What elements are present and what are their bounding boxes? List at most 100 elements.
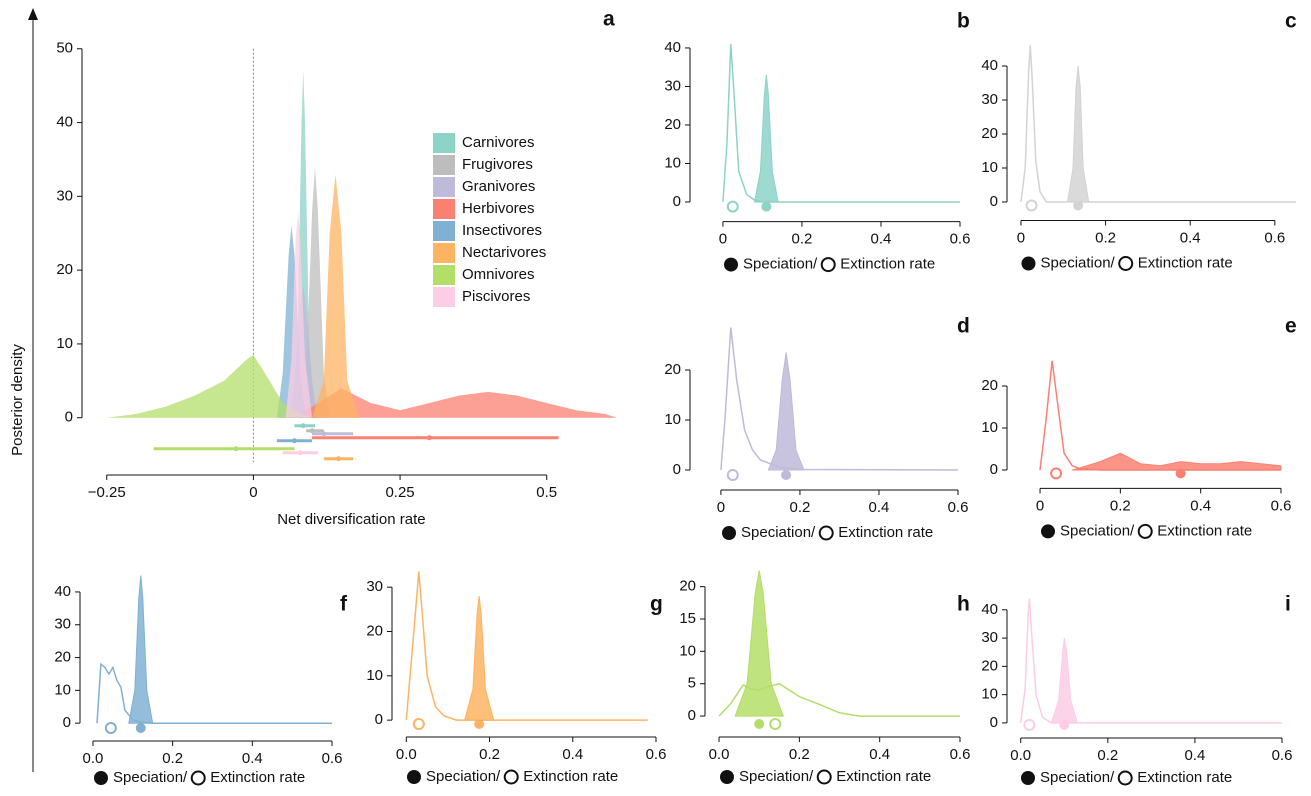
extinction-line [1039,360,1281,471]
x-axis-label: Extinction rate [1138,254,1233,271]
speciation-area [753,74,779,203]
speciation-area [734,570,785,717]
y-tick-label: 0 [673,461,681,478]
x-axis-label: Extinction rate [840,256,935,273]
y-tick-label: 10 [366,667,383,684]
legend-label: Omnivores [462,266,535,283]
legend-open [820,257,836,273]
y-tick-label: 10 [981,419,998,436]
y-tick-label: 0 [990,714,998,731]
x-tick-label: 0.5 [536,484,557,501]
legend-filled [722,526,736,540]
speciation-area [1066,65,1090,203]
y-tick-label: 0 [63,714,71,731]
y-tick-label: 20 [664,361,681,378]
x-axis-label: Speciation/ [1040,769,1115,786]
speciation-mean [1059,720,1070,730]
panel-letter: e [1285,315,1297,338]
x-tick-label: 0 [249,484,257,501]
x-tick-label: 0.0 [83,750,104,767]
panel-letter: g [650,593,663,616]
panel-letter: c [1285,10,1297,33]
panel-letter: d [957,315,970,338]
speciation-mean [781,470,792,480]
legend-filled [1021,256,1036,271]
x-tick-label: 0.2 [792,231,813,248]
y-tick-label: 40 [56,114,73,131]
legend-open [1117,770,1133,786]
legend-filled [94,771,108,785]
legend-swatch [433,265,455,285]
y-tick-label: 10 [54,681,71,698]
x-tick-label: 0.4 [242,750,263,767]
y-tick-label: 20 [981,125,998,142]
panel-letter: b [957,10,970,33]
extinction-line [405,571,648,721]
y-tick-label: 10 [679,642,696,659]
median-point [291,438,297,444]
y-tick-label: 5 [688,675,696,692]
y-tick-label: 20 [366,622,383,639]
legend-swatch [433,155,455,175]
density-area [285,211,313,418]
x-tick-label: 0.4 [869,499,890,516]
density-area [291,70,315,418]
legend-filled [1041,524,1055,539]
x-axis-label: Extinction rate [210,769,305,786]
y-tick-label: 0 [990,461,998,478]
x-axis-label: Net diversification rate [277,511,425,528]
y-tick-label: 0 [65,409,73,426]
y-tick-label: 0 [688,707,696,724]
x-tick-label: 0.4 [562,746,583,763]
extinction-mean [1025,199,1038,212]
x-axis-label: Speciation/ [113,769,188,786]
y-tick-label: 0 [673,193,681,210]
x-tick-label: 0.2 [162,750,183,767]
speciation-mean [754,719,765,729]
y-tick-label: 30 [981,91,998,108]
median-point [309,428,315,434]
x-tick-label: 0.2 [789,746,810,763]
x-tick-label: −0.25 [88,484,126,501]
density-area [312,174,359,418]
extinction-mean [1023,719,1036,731]
extinction-mean [412,718,425,730]
x-axis-label: Extinction rate [523,768,618,785]
legend-swatch [433,221,455,241]
x-axis-label: Speciation/ [1060,522,1135,539]
extinction-mean [1050,467,1063,480]
x-axis-label: Extinction rate [836,768,931,785]
y-tick-label: 30 [981,629,998,646]
extinction-line [720,327,959,471]
legend-open [1137,523,1153,539]
speciation-mean [1175,468,1186,479]
x-axis-label: Speciation/ [743,256,818,273]
y-tick-label: 10 [664,154,681,171]
legend-swatch [433,287,455,307]
speciation-area [1050,638,1078,724]
median-point [321,431,327,437]
x-tick-label: 0.2 [1110,497,1131,514]
y-tick-label: 40 [981,57,998,74]
speciation-area [767,352,805,471]
legend-label: Carnivores [462,134,535,151]
legend-open [816,769,832,785]
y-arrow-head [28,8,38,20]
panel-letter: h [957,593,970,616]
legend-label: Insectivores [462,222,542,239]
legend-filled [1021,771,1035,785]
median-point [297,450,303,456]
y-tick-label: 20 [679,578,696,595]
y-tick-label: 30 [56,187,73,204]
y-tick-label: 30 [54,616,71,633]
speciation-area [1072,452,1282,471]
x-tick-label: 0.4 [869,746,890,763]
legend-label: Piscivores [462,288,530,305]
y-tick-label: 30 [366,578,383,595]
median-point [426,435,432,441]
extinction-mean [726,469,739,481]
legend-filled [720,770,734,784]
x-axis-label: Speciation/ [739,768,814,785]
panel-letter: i [1285,593,1291,616]
legend-swatch [433,177,455,197]
